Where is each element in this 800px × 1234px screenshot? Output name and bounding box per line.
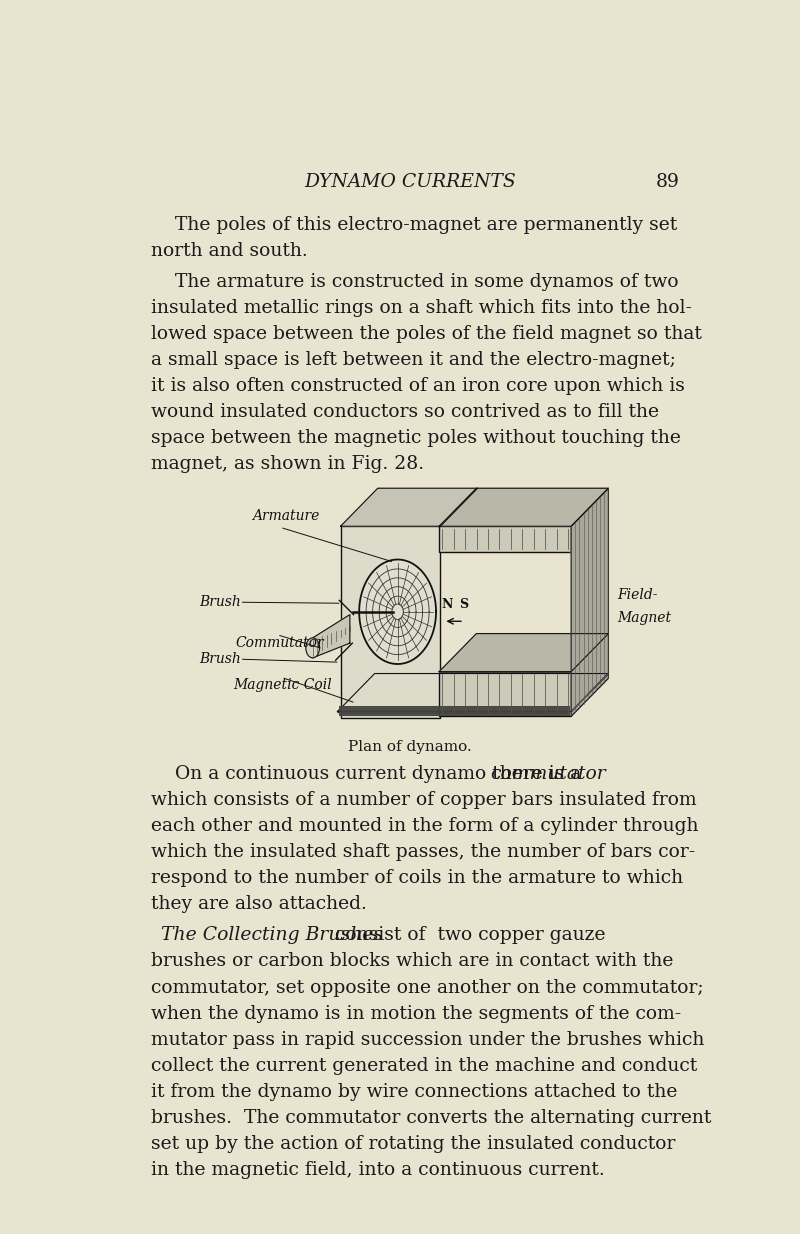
Text: commutator, set opposite one another on the commutator;: commutator, set opposite one another on …	[151, 979, 703, 997]
Text: The armature is constructed in some dynamos of two: The armature is constructed in some dyna…	[151, 273, 678, 290]
Text: DYNAMO CURRENTS: DYNAMO CURRENTS	[304, 173, 516, 191]
Polygon shape	[439, 633, 609, 671]
Text: Magnet: Magnet	[618, 611, 672, 626]
Text: in the magnetic field, into a continuous current.: in the magnetic field, into a continuous…	[151, 1161, 605, 1180]
Text: consist of  two copper gauze: consist of two copper gauze	[330, 927, 606, 944]
Text: brushes.  The commutator converts the alternating current: brushes. The commutator converts the alt…	[151, 1109, 711, 1127]
Text: magnet, as shown in Fig. 28.: magnet, as shown in Fig. 28.	[151, 455, 424, 474]
Text: Magnetic Coil: Magnetic Coil	[234, 679, 332, 692]
Text: space between the magnetic poles without touching the: space between the magnetic poles without…	[151, 429, 681, 448]
Text: 89: 89	[656, 173, 680, 191]
Text: Fig. 28: Fig. 28	[382, 494, 438, 510]
Text: mutator pass in rapid succession under the brushes which: mutator pass in rapid succession under t…	[151, 1030, 704, 1049]
Polygon shape	[313, 615, 350, 658]
Polygon shape	[341, 489, 478, 526]
Text: lowed space between the poles of the field magnet so that: lowed space between the poles of the fie…	[151, 325, 702, 343]
Text: it is also often constructed of an iron core upon which is: it is also often constructed of an iron …	[151, 378, 685, 395]
Polygon shape	[571, 489, 609, 716]
Text: collect the current generated in the machine and conduct: collect the current generated in the mac…	[151, 1058, 697, 1075]
Ellipse shape	[306, 638, 319, 658]
Text: Plan of dynamo.: Plan of dynamo.	[348, 740, 472, 754]
Text: insulated metallic rings on a shaft which fits into the hol-: insulated metallic rings on a shaft whic…	[151, 299, 692, 317]
Polygon shape	[571, 674, 609, 712]
Polygon shape	[338, 674, 609, 712]
Text: Brush: Brush	[200, 653, 242, 666]
Text: wound insulated conductors so contrived as to fill the: wound insulated conductors so contrived …	[151, 404, 659, 421]
Text: respond to the number of coils in the armature to which: respond to the number of coils in the ar…	[151, 869, 683, 887]
Text: Armature: Armature	[252, 510, 319, 523]
Text: which consists of a number of copper bars insulated from: which consists of a number of copper bar…	[151, 791, 697, 808]
Bar	[439, 526, 571, 552]
Text: S: S	[459, 597, 469, 611]
Text: N: N	[441, 597, 452, 611]
Text: when the dynamo is in motion the segments of the com-: when the dynamo is in motion the segment…	[151, 1004, 681, 1023]
Text: On a continuous current dynamo there is a: On a continuous current dynamo there is …	[151, 765, 587, 782]
Text: Commutator: Commutator	[235, 636, 324, 649]
Text: The Collecting Brushes: The Collecting Brushes	[162, 927, 383, 944]
Polygon shape	[439, 489, 609, 526]
Text: north and south.: north and south.	[151, 242, 307, 259]
Text: Brush: Brush	[200, 595, 242, 610]
Bar	[439, 671, 571, 716]
Text: which the insulated shaft passes, the number of bars cor-: which the insulated shaft passes, the nu…	[151, 843, 695, 861]
Text: Field-: Field-	[618, 587, 658, 602]
Text: they are also attached.: they are also attached.	[151, 896, 366, 913]
Text: brushes or carbon blocks which are in contact with the: brushes or carbon blocks which are in co…	[151, 953, 674, 970]
Text: a small space is left between it and the electro-magnet;: a small space is left between it and the…	[151, 350, 676, 369]
Text: it from the dynamo by wire connections attached to the: it from the dynamo by wire connections a…	[151, 1083, 678, 1101]
Bar	[341, 526, 440, 718]
Text: The poles of this electro-magnet are permanently set: The poles of this electro-magnet are per…	[151, 216, 677, 233]
Polygon shape	[359, 559, 436, 664]
Text: commutator: commutator	[490, 765, 606, 782]
Text: each other and mounted in the form of a cylinder through: each other and mounted in the form of a …	[151, 817, 698, 835]
Text: set up by the action of rotating the insulated conductor: set up by the action of rotating the ins…	[151, 1135, 675, 1154]
